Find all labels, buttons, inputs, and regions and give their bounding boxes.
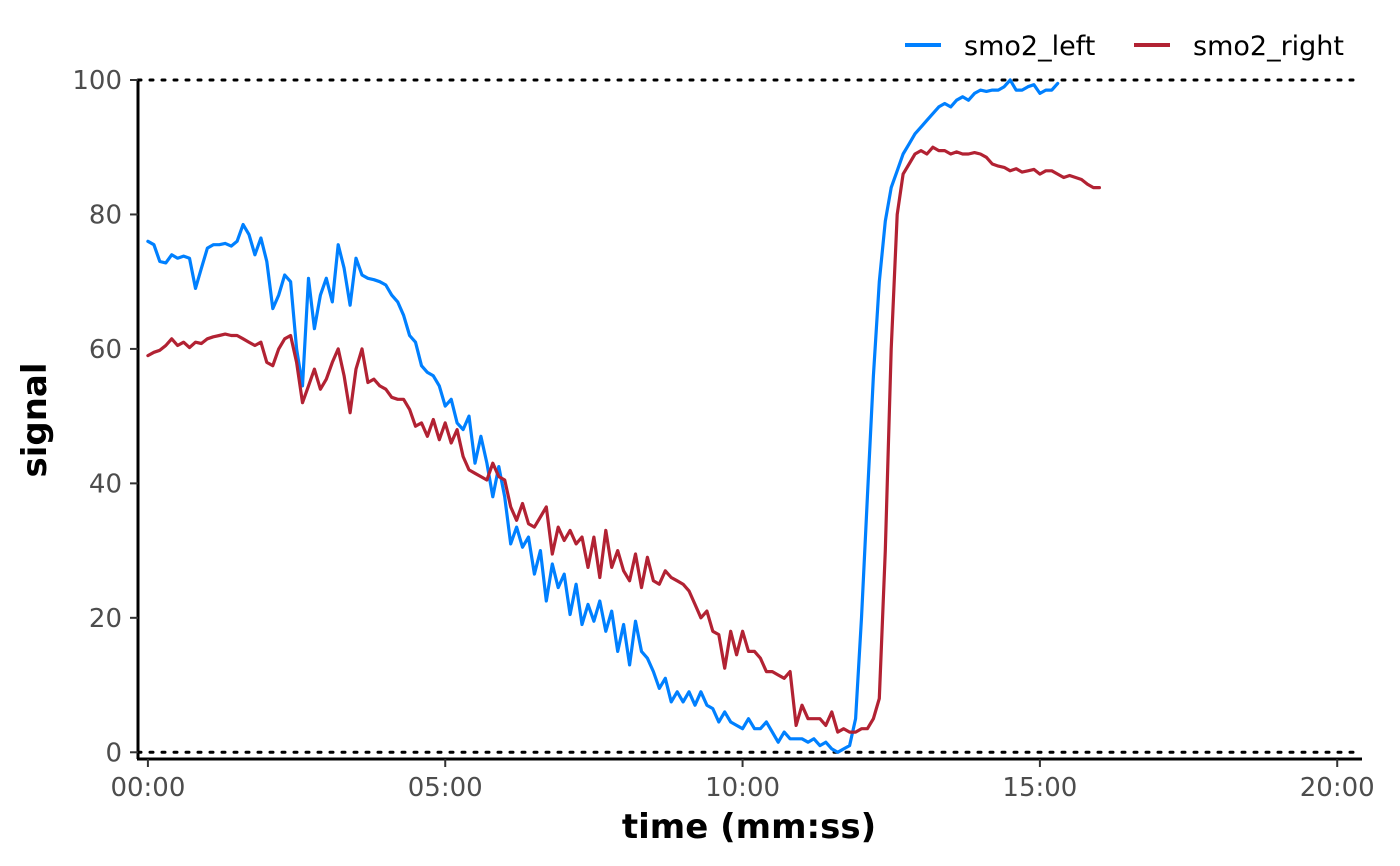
series-layer: [146, 78, 1101, 754]
legend-label-smo2-left: smo2_left: [964, 31, 1095, 62]
y-tick-label: 20: [89, 604, 122, 634]
x-tick-label: 05:00: [408, 773, 483, 803]
x-axis-title: time (mm:ss): [622, 807, 876, 847]
x-ticks: 00:00 05:00 10:00 15:00 20:00: [110, 759, 1375, 803]
x-tick-label: 00:00: [110, 773, 185, 803]
axes: [136, 80, 1362, 761]
y-axis-title: signal: [15, 362, 55, 477]
series-line-smo2_left: [146, 78, 1060, 754]
y-tick-label: 60: [89, 335, 122, 365]
y-tick-label: 100: [72, 66, 122, 96]
series-line-smo2_right: [146, 145, 1101, 734]
y-tick-label: 80: [89, 200, 122, 230]
y-ticks: 0 20 40 60 80 100: [72, 66, 138, 768]
x-tick-label: 20:00: [1300, 773, 1375, 803]
x-tick-label: 10:00: [705, 773, 780, 803]
x-tick-label: 15:00: [1002, 773, 1077, 803]
reference-lines: [136, 78, 1364, 754]
legend-label-smo2-right: smo2_right: [1193, 31, 1344, 62]
legend: smo2_left smo2_right: [905, 31, 1344, 62]
y-tick-label: 40: [89, 469, 122, 499]
y-tick-label: 0: [105, 738, 122, 768]
